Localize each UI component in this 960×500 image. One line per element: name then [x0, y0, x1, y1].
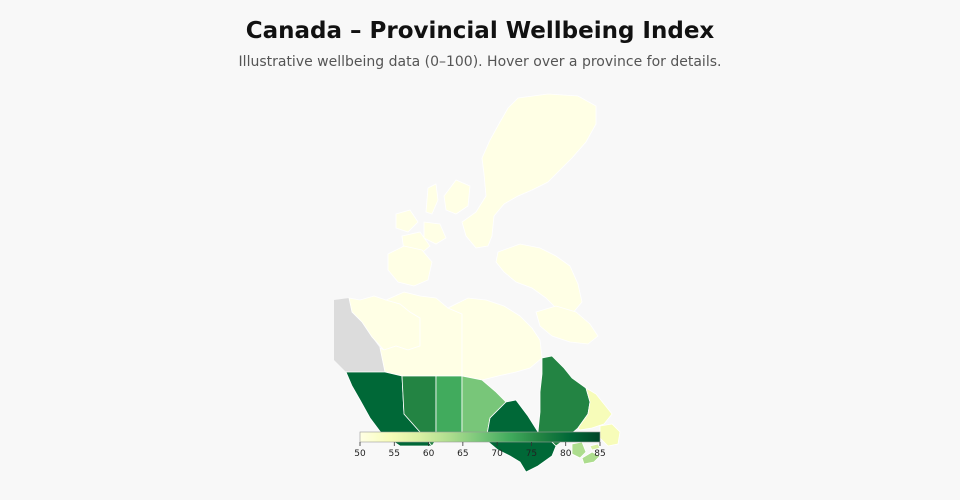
- province-nunavut-mainland[interactable]: Nunavut: 50: [447, 297, 543, 381]
- province-nunavut[interactable]: Nunavut: 50: [461, 93, 597, 249]
- province-british-columbia[interactable]: British Columbia: 82: [345, 371, 433, 447]
- province-nunavut-baffin[interactable]: Nunavut: 50: [495, 243, 583, 315]
- arctic-archipelago[interactable]: Nunavut: 50 Nunavut: 50 Nunavut: 50 Yuko…: [387, 93, 599, 345]
- legend-tick-label: 85: [594, 449, 605, 459]
- legend-tick-label: 65: [457, 449, 468, 459]
- map-title: Canada – Provincial Wellbeing Index: [245, 18, 715, 44]
- legend-ticks: 50 55 60 65 70 75 80 85: [354, 442, 606, 459]
- legend-tick-label: 55: [389, 449, 400, 459]
- legend-tick-label: 60: [423, 449, 435, 459]
- province-saskatchewan[interactable]: Saskatchewan: 71: [435, 375, 463, 441]
- legend-tick-label: 80: [560, 449, 572, 459]
- legend-color-bar: [359, 431, 601, 443]
- province-new-brunswick[interactable]: New Brunswick: 63: [571, 441, 587, 459]
- legend-tick-label: 50: [354, 449, 366, 459]
- province-nunavut-islands-west[interactable]: Nunavut: 50: [395, 179, 471, 257]
- province-prince-edward-island[interactable]: Prince Edward Island: 60: [589, 443, 601, 451]
- province-nunavut-southampton[interactable]: Nunavut: 50: [535, 305, 599, 345]
- outside-region-alaska: [334, 298, 385, 372]
- map-subtitle: Illustrative wellbeing data (0–100). Hov…: [238, 54, 722, 70]
- legend-tick-label: 75: [526, 449, 537, 459]
- province-nunavut-victoria[interactable]: Yukon: 52: [387, 245, 433, 287]
- color-legend: 50 55 60 65 70 75 80 85: [354, 431, 606, 459]
- legend-tick-label: 70: [491, 449, 503, 459]
- province-nova-scotia[interactable]: Nova Scotia: 61: [581, 451, 601, 465]
